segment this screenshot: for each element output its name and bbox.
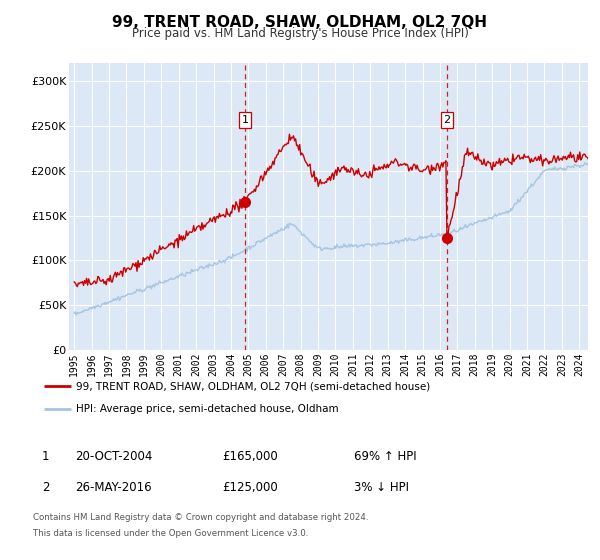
- Text: 26-MAY-2016: 26-MAY-2016: [75, 480, 152, 494]
- Text: 99, TRENT ROAD, SHAW, OLDHAM, OL2 7QH (semi-detached house): 99, TRENT ROAD, SHAW, OLDHAM, OL2 7QH (s…: [77, 381, 431, 391]
- Text: 1: 1: [42, 450, 49, 463]
- Text: Contains HM Land Registry data © Crown copyright and database right 2024.: Contains HM Land Registry data © Crown c…: [33, 513, 368, 522]
- Text: 3% ↓ HPI: 3% ↓ HPI: [354, 480, 409, 494]
- Text: 99, TRENT ROAD, SHAW, OLDHAM, OL2 7QH: 99, TRENT ROAD, SHAW, OLDHAM, OL2 7QH: [113, 15, 487, 30]
- Text: £125,000: £125,000: [222, 480, 278, 494]
- Text: 2: 2: [42, 480, 49, 494]
- Text: 20-OCT-2004: 20-OCT-2004: [75, 450, 152, 463]
- Text: £165,000: £165,000: [222, 450, 278, 463]
- Text: 2: 2: [443, 115, 451, 125]
- Text: 69% ↑ HPI: 69% ↑ HPI: [354, 450, 416, 463]
- Text: This data is licensed under the Open Government Licence v3.0.: This data is licensed under the Open Gov…: [33, 529, 308, 538]
- Text: HPI: Average price, semi-detached house, Oldham: HPI: Average price, semi-detached house,…: [77, 404, 339, 414]
- Text: 1: 1: [241, 115, 248, 125]
- Text: Price paid vs. HM Land Registry's House Price Index (HPI): Price paid vs. HM Land Registry's House …: [131, 27, 469, 40]
